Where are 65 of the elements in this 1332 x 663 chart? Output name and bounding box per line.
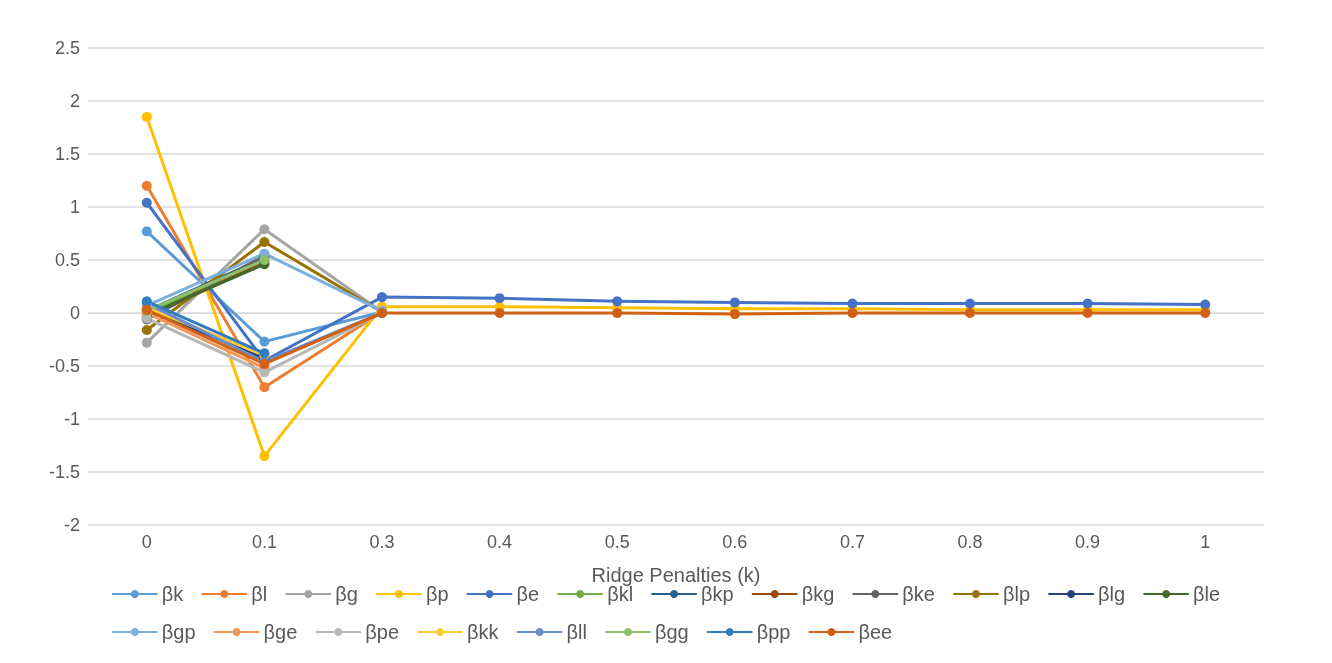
legend-label: βkk <box>467 621 500 643</box>
legend-label: βkp <box>701 583 734 605</box>
point <box>377 292 387 303</box>
legend-label: βgp <box>161 621 196 643</box>
point <box>965 308 975 318</box>
legend-label: βgg <box>654 621 689 643</box>
x-tick-label: 0.4 <box>487 532 513 552</box>
point <box>141 337 152 348</box>
point <box>141 226 152 237</box>
point <box>612 308 623 318</box>
point <box>259 336 270 347</box>
point <box>259 236 270 247</box>
y-tick-label: -0.5 <box>48 356 80 376</box>
legend-label: βp <box>425 583 449 605</box>
y-tick-label: 1 <box>69 197 80 217</box>
point <box>729 297 740 308</box>
legend-label: βg <box>335 583 358 605</box>
x-tick-label: 0.3 <box>369 532 395 552</box>
legend-label: βle <box>1193 583 1221 605</box>
point <box>1082 308 1093 318</box>
point <box>494 293 505 304</box>
legend-label: βl <box>251 583 268 605</box>
point <box>965 298 975 309</box>
point <box>259 451 270 462</box>
y-tick-label: 0.5 <box>54 250 80 270</box>
y-tick-label: -1 <box>63 409 80 429</box>
point <box>1200 308 1211 318</box>
point <box>259 224 270 235</box>
point <box>494 308 505 318</box>
y-tick-label: 1.5 <box>54 144 80 164</box>
point <box>612 296 623 307</box>
point <box>141 180 152 191</box>
x-tick-label: 0.1 <box>251 532 277 552</box>
legend-label: βke <box>902 583 935 605</box>
x-tick-label: 0 <box>141 532 152 552</box>
legend-label: βpe <box>365 621 400 643</box>
x-tick-label: 0.5 <box>604 532 630 552</box>
point <box>1082 298 1093 309</box>
y-tick-label: 2 <box>69 91 80 111</box>
legend-label: βll <box>566 621 587 643</box>
x-tick-label: 0.8 <box>957 532 983 552</box>
x-tick-label: 0.6 <box>722 532 748 552</box>
legend-label: βpp <box>756 621 791 643</box>
legend-label: βkg <box>801 583 835 605</box>
legend-label: βee <box>858 621 893 643</box>
point <box>141 197 152 208</box>
x-tick-label: 0.9 <box>1075 532 1101 552</box>
point <box>847 298 858 309</box>
y-tick-label: -2 <box>63 515 80 535</box>
point <box>847 308 858 318</box>
point <box>141 111 152 122</box>
point <box>729 309 740 320</box>
y-tick-label: -1.5 <box>48 462 80 482</box>
legend-label: βge <box>263 621 298 643</box>
point <box>141 324 152 335</box>
y-tick-label: 0 <box>69 303 80 323</box>
legend-label: βlg <box>1098 583 1126 605</box>
point <box>259 367 270 378</box>
legend-label: βk <box>161 583 185 605</box>
x-tick-label: 0.7 <box>839 532 865 552</box>
legend-label: βe <box>516 583 540 605</box>
x-tick-label: 1 <box>1200 532 1211 552</box>
y-tick-label: 2.5 <box>54 38 80 58</box>
point <box>259 382 270 393</box>
legend-label: βlp <box>1002 583 1031 605</box>
